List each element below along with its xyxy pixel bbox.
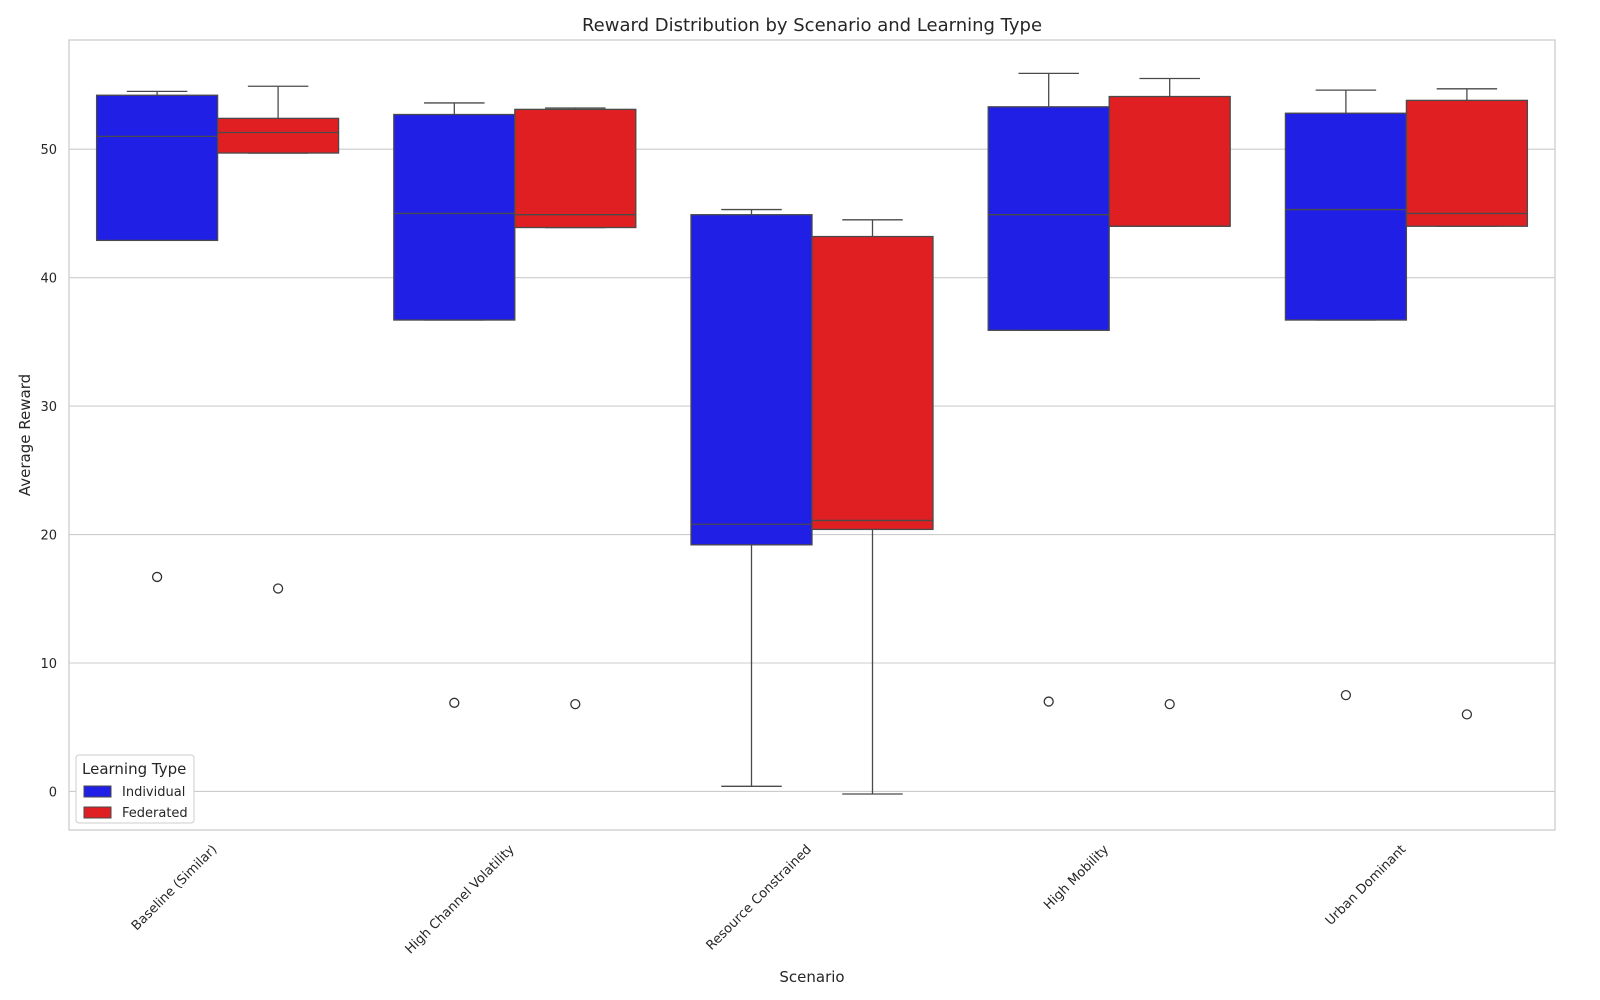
outlier-point <box>151 571 163 583</box>
y-tick-label: 50 <box>40 143 57 158</box>
y-tick-label: 0 <box>49 785 57 800</box>
x-tick-labels: Baseline (Similar) High Channel Volatilit… <box>129 842 1409 957</box>
box-body <box>811 235 934 531</box>
outlier-point <box>1043 696 1054 707</box>
box-individual-3 <box>987 72 1110 707</box>
box-body <box>514 108 637 229</box>
outlier-point <box>449 697 460 708</box>
y-tick-label: 30 <box>40 400 57 415</box>
x-tick-label: Resource Constrained <box>704 842 815 953</box>
y-tick-label: 40 <box>40 272 57 287</box>
x-tick-label: Baseline (Similar) <box>129 842 221 934</box>
legend-swatch-federated <box>83 806 112 819</box>
x-tick-label: High Mobility <box>1041 842 1112 913</box>
outlier-point <box>272 583 284 594</box>
y-tick-labels: 0 10 20 30 40 50 <box>40 143 57 800</box>
box-federated-3 <box>1108 77 1231 710</box>
outlier-point <box>1164 698 1175 710</box>
y-axis-label: Average Reward <box>16 374 34 496</box>
box-body <box>95 94 219 242</box>
x-tick-label: Urban Dominant <box>1323 842 1409 928</box>
box-individual-4 <box>1284 89 1408 701</box>
x-tick-label: High Channel Volatility <box>403 842 518 957</box>
box-body <box>216 117 340 154</box>
legend-swatch-individual <box>83 785 112 798</box>
box-federated-2 <box>811 219 934 795</box>
box-body <box>393 113 516 321</box>
box-individual-1 <box>393 102 516 708</box>
outlier-point <box>1461 709 1473 720</box>
legend-title: Learning Type <box>82 760 186 778</box>
legend-label-individual: Individual <box>122 785 185 800</box>
box-individual-0 <box>95 90 219 583</box>
legend-frame <box>75 754 195 824</box>
box-body <box>987 106 1110 331</box>
box-federated-1 <box>514 107 637 710</box>
box-federated-4 <box>1405 88 1529 720</box>
box-individual-2 <box>690 208 813 787</box>
box-body <box>1405 99 1529 227</box>
box-body <box>1284 112 1408 321</box>
box-federated-0 <box>216 85 340 594</box>
y-tick-label: 20 <box>40 529 57 544</box>
chart-title: Reward Distribution by Scenario and Lear… <box>582 15 1042 36</box>
outlier-point <box>570 698 581 710</box>
legend: Learning Type Individual Federated <box>75 754 195 824</box>
y-tick-label: 10 <box>40 657 57 672</box>
box-body <box>1108 95 1231 227</box>
box-layer <box>95 72 1529 795</box>
box-body <box>690 214 813 546</box>
legend-label-federated: Federated <box>122 806 188 821</box>
outlier-point <box>1340 689 1352 701</box>
x-axis-label: Scenario <box>779 968 844 986</box>
